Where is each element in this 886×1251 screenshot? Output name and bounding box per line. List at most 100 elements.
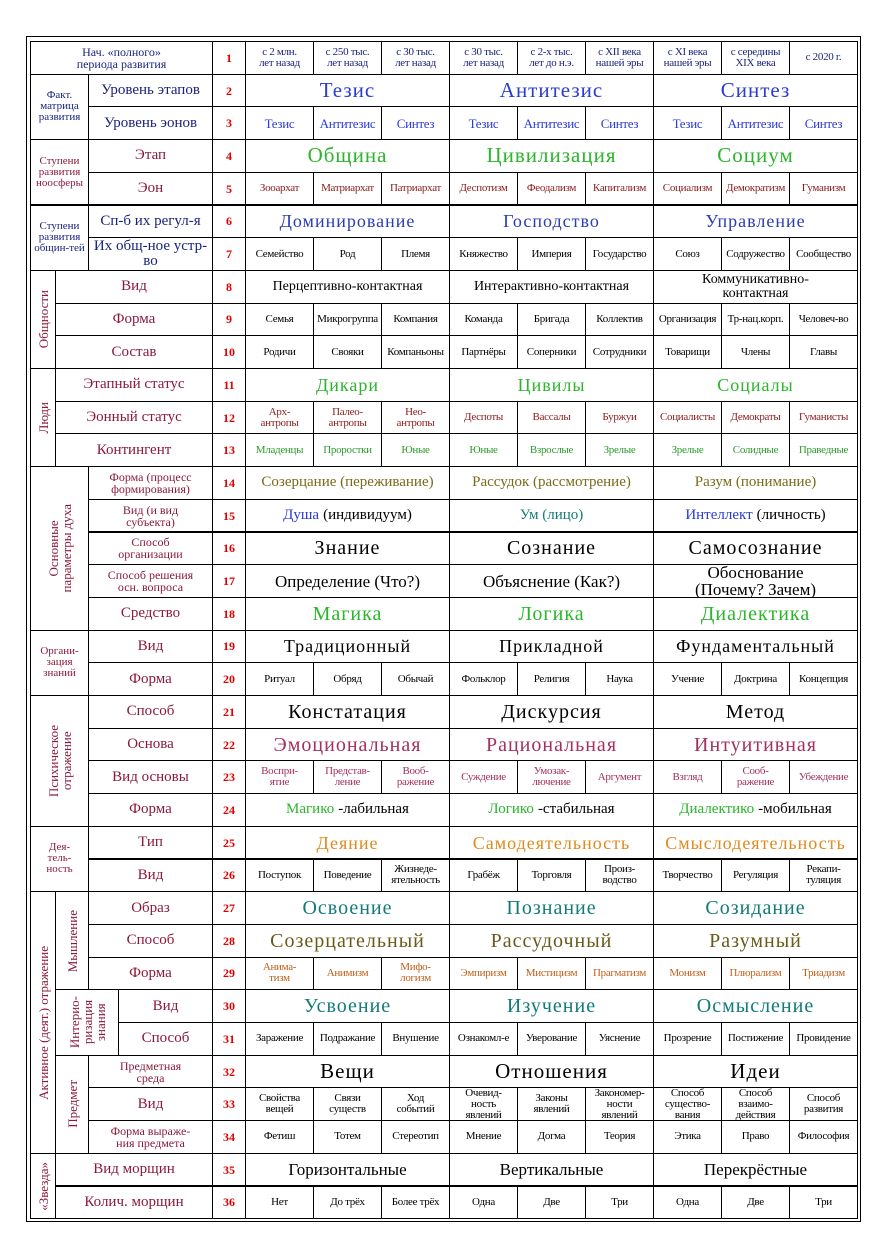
group-label: Психическое отражение [30, 695, 89, 827]
row-number: 2 [212, 73, 246, 108]
group-label-text: Общности [35, 290, 51, 349]
cell: Внушение [381, 1022, 450, 1056]
cell: Традиционный [245, 629, 450, 664]
group-label-text: Ступени развития ноосферы [35, 154, 84, 189]
cell: Теория [585, 1120, 654, 1154]
cell: Учение [653, 662, 722, 696]
cell: Душа (индивидуум) [245, 498, 450, 533]
group-label: Ступени развития общин-тей [30, 204, 89, 271]
cell: Фольклор [449, 662, 518, 696]
row-number: 20 [212, 662, 246, 696]
cell: Тезис [245, 73, 450, 108]
cell: Право [721, 1120, 790, 1154]
row-label: Форма [88, 793, 213, 827]
cell: Вассалы [517, 400, 586, 435]
cell: Нео- антропы [381, 400, 450, 435]
cell: Семья [245, 302, 314, 337]
group-label-text: Интерио- ризация знания [66, 996, 108, 1049]
row-number: 27 [212, 891, 246, 925]
row-label: Форма [88, 662, 213, 696]
cell: Созидание [653, 891, 858, 925]
group-label-text: Люди [35, 401, 51, 434]
cell: Семейство [245, 237, 314, 271]
cell: Ум (лицо) [449, 498, 654, 533]
cell: Разум (понимание) [653, 466, 858, 500]
row-label: Этапный статус [55, 368, 213, 402]
cell: Тезис [653, 106, 722, 141]
cell: Демократы [721, 400, 790, 435]
cell: Триадизм [789, 956, 858, 991]
cell: Юные [449, 433, 518, 468]
row-label: Нач. «полного» периода развития [30, 41, 213, 75]
cell: Фетиш [245, 1120, 314, 1154]
row-label: Образ [88, 891, 213, 925]
cell: Отношения [449, 1054, 654, 1089]
row-number: 3 [212, 106, 246, 141]
cell-part: -стабильная [537, 801, 615, 818]
row-number: 24 [212, 793, 246, 827]
cell: Ритуал [245, 662, 314, 696]
cell: Рекапи- туляция [789, 858, 858, 893]
cell: Цивилизация [449, 139, 654, 173]
row-label: Вид [88, 858, 213, 893]
cell: Зрелые [653, 433, 722, 468]
cell: Уяснение [585, 1022, 654, 1056]
row-number: 17 [212, 564, 246, 598]
cell: Более трёх [381, 1185, 450, 1220]
cell: с 30 тыс. лет назад [449, 41, 518, 75]
cell: Родичи [245, 335, 314, 369]
row-number: 13 [212, 433, 246, 468]
cell: Обоснование (Почему? Зачем) [653, 564, 858, 598]
cell: Команда [449, 302, 518, 337]
cell: Сознание [449, 531, 654, 566]
cell: Компания [381, 302, 450, 337]
cell: Тезис [449, 106, 518, 141]
group-label-text: Активное (деят.) отражение [35, 945, 51, 1100]
row-number: 19 [212, 629, 246, 664]
cell: с 30 тыс. лет назад [381, 41, 450, 75]
cell: Рассудок (рассмотрение) [449, 466, 654, 500]
cell: Закономер- ности явлений [585, 1087, 654, 1122]
cell: с 2-х тыс. лет до н.э. [517, 41, 586, 75]
cell: Взрослые [517, 433, 586, 468]
cell: Фундаментальный [653, 629, 858, 664]
cell: Община [245, 139, 450, 173]
group-label: Органи- зация знаний [30, 629, 89, 696]
cell: Управление [653, 204, 858, 239]
cell: Созерцание (переживание) [245, 466, 450, 500]
cell: Ход событий [381, 1087, 450, 1122]
cell: Торговля [517, 858, 586, 893]
row-label: Форма [55, 302, 213, 337]
cell: Патриархат [381, 171, 450, 206]
cell: Синтез [789, 106, 858, 141]
group-label-text: Органи- зация знаний [40, 645, 79, 680]
row-number: 35 [212, 1152, 246, 1187]
row-label: Вид [118, 989, 213, 1023]
cell: Философия [789, 1120, 858, 1154]
cell: Доминирование [245, 204, 450, 239]
cell: Обычай [381, 662, 450, 696]
cell: Свойства вещей [245, 1087, 314, 1122]
row-number: 31 [212, 1022, 246, 1056]
cell: Мифо- логизм [381, 956, 450, 991]
cell: Грабёж [449, 858, 518, 893]
row-label: Вид [88, 629, 213, 664]
cell: Усвоение [245, 989, 450, 1023]
cell: Произ- водство [585, 858, 654, 893]
cell: Тезис [245, 106, 314, 141]
cell: Дискурсия [449, 695, 654, 729]
cell: Прозрение [653, 1022, 722, 1056]
row-label: Вид [88, 1087, 213, 1122]
cell: Поступок [245, 858, 314, 893]
cell: с 250 тыс. лет назад [313, 41, 382, 75]
group-label-text: Мышление [64, 909, 80, 972]
cell: Анима- тизм [245, 956, 314, 991]
cell: Воспри- ятие [245, 760, 314, 795]
cell: Магико -лабильная [245, 793, 450, 827]
cell: Плюрализм [721, 956, 790, 991]
cell: Изучение [449, 989, 654, 1023]
group-label-text: Факт. матрица развития [38, 89, 81, 124]
row-number: 14 [212, 466, 246, 500]
cell: Связи существ [313, 1087, 382, 1122]
